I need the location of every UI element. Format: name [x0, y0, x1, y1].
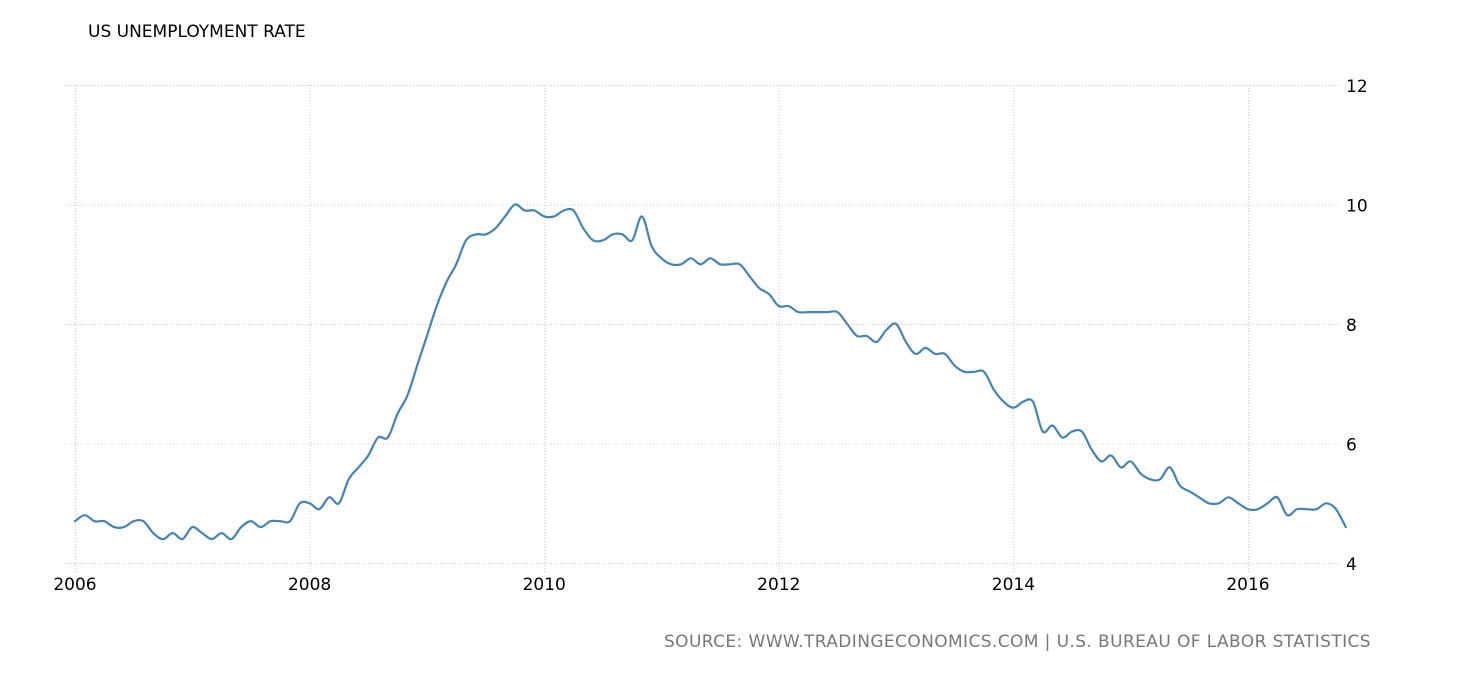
y-tick-label: 4	[1346, 555, 1357, 575]
gridlines	[65, 85, 1340, 573]
y-tick-label: 10	[1346, 197, 1368, 217]
x-tick-label: 2012	[757, 575, 800, 595]
unemployment-rate-line	[73, 203, 1347, 541]
x-tick-label: 2016	[1226, 575, 1269, 595]
x-tick-label: 2010	[523, 575, 566, 595]
y-axis-tick-labels: 4 6 8 10 12	[1346, 77, 1368, 575]
y-tick-label: 8	[1346, 316, 1357, 336]
x-tick-label: 2006	[53, 575, 96, 595]
chart-title: US UNEMPLOYMENT RATE	[88, 22, 306, 42]
x-axis-tick-labels: 2006 2008 2010 2012 2014 2016	[53, 575, 1269, 595]
x-tick-label: 2014	[992, 575, 1035, 595]
y-tick-label: 12	[1346, 77, 1368, 97]
y-tick-label: 6	[1346, 436, 1357, 456]
source-attribution: SOURCE: WWW.TRADINGECONOMICS.COM | U.S. …	[663, 632, 1371, 652]
x-tick-label: 2008	[288, 575, 331, 595]
